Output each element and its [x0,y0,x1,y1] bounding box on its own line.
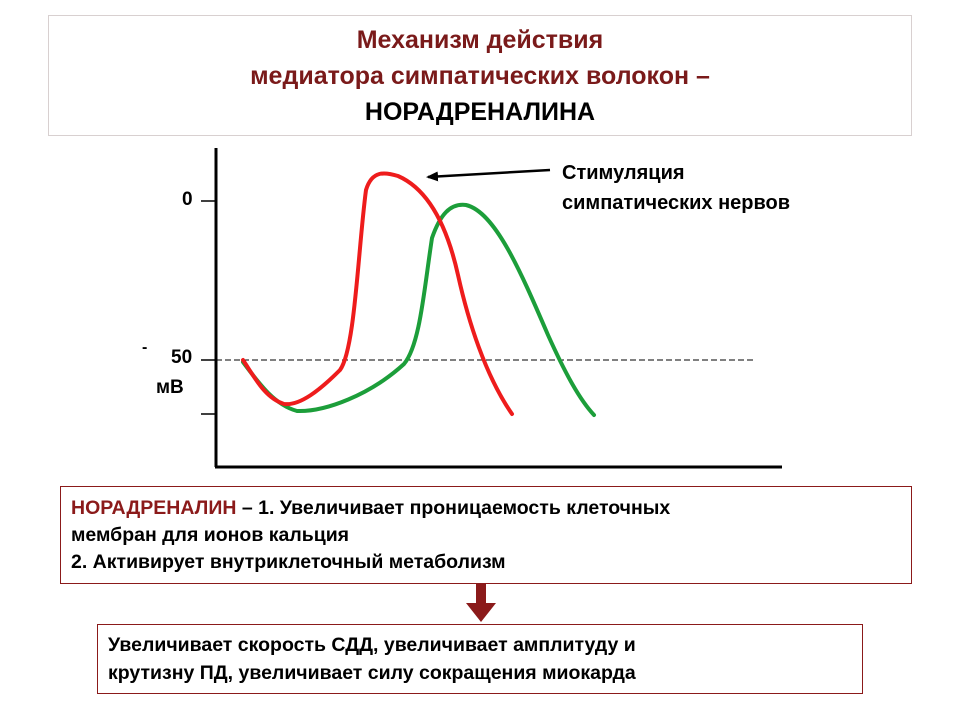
down-arrow-icon [466,603,496,622]
info-term: НОРАДРЕНАЛИН [71,497,237,519]
y-unit-label: мВ [156,377,184,398]
y-tick-label-50: 50 [171,347,193,368]
stimulation-arrow [426,168,551,182]
y-tick-label-0: 0 [182,189,193,210]
result-line-2: крутизну ПД, увеличивает силу сокращения… [108,662,636,684]
title-line-2: медиатора симпатических волокон – [250,62,710,90]
stimulation-line-1: Стимуляция [562,162,685,184]
green-curve-baseline [241,202,596,417]
stimulation-annotation: Стимуляция симпатических нервов [562,158,790,218]
info-line-1: НОРАДРЕНАЛИН – 1. Увеличивает проницаемо… [71,495,901,522]
red-curve-stimulation [241,171,514,416]
title-line-1: Механизм действия [356,26,604,54]
info-line-1-rest: – 1. Увеличивает проницаемость клеточных [236,497,671,519]
y-minus-sign: - [142,339,148,356]
result-line-1: Увеличивает скорость СДД, увеличивает ам… [108,634,636,656]
connector-shaft [476,584,486,606]
stimulation-line-2: симпатических нервов [562,192,791,214]
noradrenaline-info-box: НОРАДРЕНАЛИН – 1. Увеличивает проницаемо… [60,486,912,584]
title-box: Механизм действия медиатора симпатически… [48,15,912,136]
info-line-3: 2. Активирует внутриклеточный метаболизм [71,551,506,573]
result-box: Увеличивает скорость СДД, увеличивает ам… [97,624,863,694]
title-line-3: НОРАДРЕНАЛИНА [364,98,596,126]
info-line-2: мембран для ионов кальция [71,524,350,546]
